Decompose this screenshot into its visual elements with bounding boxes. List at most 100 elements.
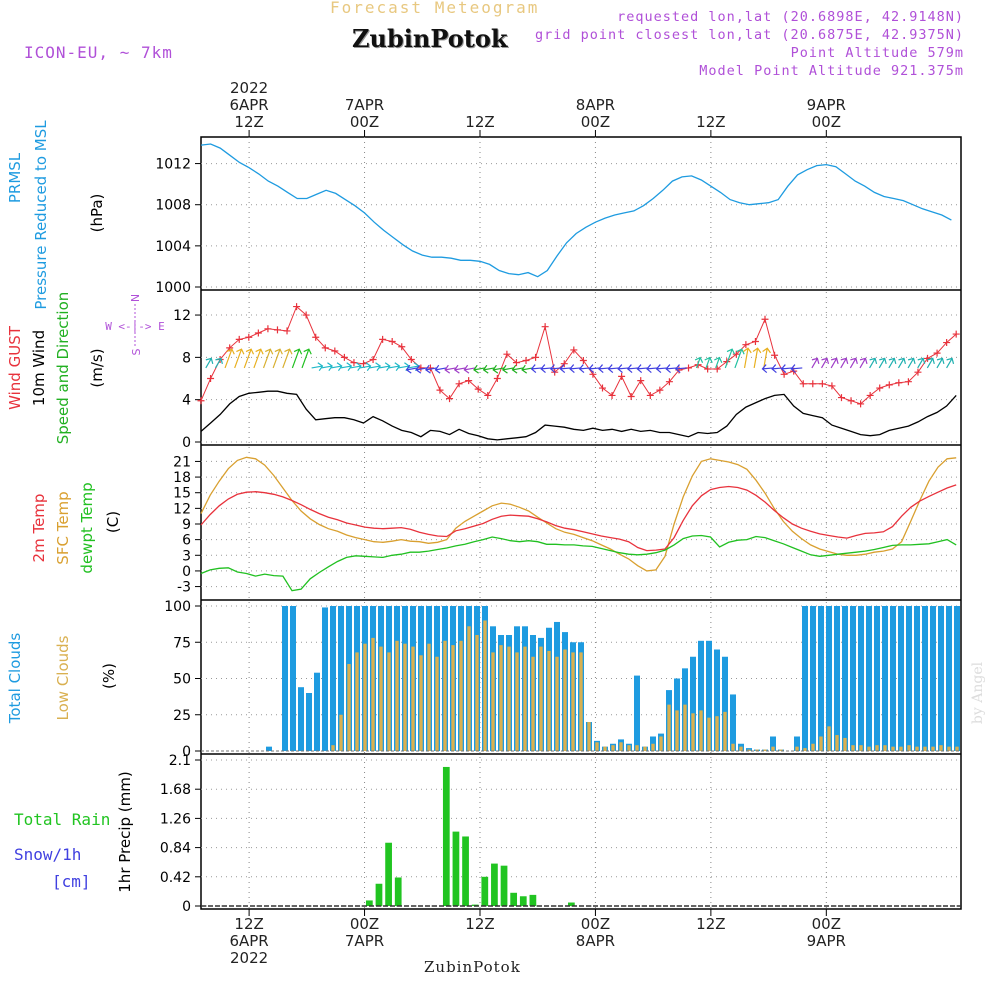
- wind-direction-arrow: [811, 357, 820, 369]
- total-cloud-bar: [842, 606, 848, 751]
- clouds-ytick-label: 50: [173, 672, 191, 688]
- wind-gust-marker: [283, 327, 291, 335]
- low-cloud-bar: [699, 710, 703, 751]
- low-cloud-bar: [803, 748, 807, 751]
- low-cloud-bar: [643, 746, 647, 751]
- total-cloud-bar: [338, 606, 344, 751]
- wind-gust-marker: [646, 391, 654, 399]
- low-cloud-bar: [403, 643, 407, 751]
- low-cloud-bar: [667, 704, 671, 751]
- low-cloud-bar: [443, 640, 447, 751]
- wind-direction-arrow: [675, 364, 687, 373]
- wind-direction-arrow: [840, 357, 849, 369]
- low-cloud-bar: [947, 746, 951, 751]
- low-cloud-bar: [563, 649, 567, 751]
- wind-gust-marker: [637, 377, 645, 385]
- wind-gust-marker: [943, 339, 951, 347]
- wind-gust-marker: [417, 364, 425, 372]
- wind-direction-arrow: [549, 364, 562, 373]
- total-cloud-bar: [770, 736, 776, 751]
- time-label-top: 00Z: [812, 113, 841, 131]
- low-cloud-bar: [363, 643, 367, 751]
- low-cloud-bar: [387, 652, 391, 751]
- wind-direction-arrow: [724, 348, 736, 369]
- wind-direction-arrow: [878, 357, 887, 369]
- wind-direction-arrow: [311, 362, 324, 372]
- wind-speed-line: [200, 390, 957, 441]
- clouds-unit: (%): [100, 663, 118, 689]
- total-cloud-bar: [826, 606, 832, 751]
- total-cloud-bar: [634, 675, 640, 751]
- wind-direction-arrow: [559, 364, 572, 373]
- wind-unit: (m/s): [88, 348, 106, 387]
- wind-gust-marker: [771, 351, 779, 359]
- wind-gust-marker: [809, 380, 817, 388]
- low-cloud-bar: [827, 726, 831, 751]
- wind-direction-arrow: [540, 364, 553, 373]
- temp-ytick-label: 21: [173, 454, 191, 470]
- watermark: by Angel: [970, 661, 986, 724]
- wind-direction-arrow: [917, 357, 926, 369]
- wind-direction-arrow: [869, 357, 878, 369]
- low-cloud-bar: [875, 745, 879, 751]
- wind-direction-arrow: [790, 364, 803, 373]
- wind-direction-arrow: [501, 364, 514, 374]
- wind-gust-marker: [503, 350, 511, 358]
- requested-coords: requested lon,lat (20.6898E, 42.9148N): [617, 9, 964, 25]
- wind-direction-arrow: [830, 357, 839, 369]
- total-cloud-bar: [282, 606, 288, 751]
- low-cloud-bar: [475, 635, 479, 751]
- time-label-bottom: 00Z: [350, 915, 379, 933]
- wind-direction-arrow: [378, 362, 391, 372]
- wind-gust-marker: [837, 394, 845, 402]
- wind-gust-marker: [579, 357, 587, 365]
- low-cloud-bar: [571, 652, 575, 751]
- low-cloud-bar: [795, 746, 799, 751]
- dewpoint-line: [200, 534, 957, 592]
- wind-direction-arrow: [453, 364, 466, 374]
- rain-bar: [568, 902, 575, 906]
- wind-direction-arrow: [607, 364, 620, 373]
- wind-gust-marker: [235, 335, 243, 343]
- wind-direction-arrow: [253, 348, 264, 369]
- low-cloud-bar: [587, 722, 591, 751]
- wind-direction-arrow: [262, 348, 274, 369]
- time-label-bottom: 12Z: [234, 915, 263, 933]
- wind-gust-marker: [484, 391, 492, 399]
- wind-direction-arrow: [205, 357, 214, 369]
- precip-ytick-label: 0.84: [160, 841, 191, 857]
- wind-direction-label: Speed and Direction: [54, 292, 72, 445]
- wind-gust-marker: [302, 311, 310, 319]
- low-cloud-bar: [843, 737, 847, 751]
- time-label-top: 00Z: [581, 113, 610, 131]
- wind-direction-arrow: [714, 356, 723, 369]
- low-cloud-bar: [459, 640, 463, 751]
- rain-bar: [510, 892, 518, 906]
- total-cloud-bar: [730, 694, 736, 751]
- total-cloud-bar: [858, 606, 864, 751]
- wind-gust-marker: [828, 382, 836, 390]
- dewpoint-label: dewpt Temp: [78, 482, 96, 573]
- wind-direction-arrow: [897, 357, 907, 369]
- clouds-ytick-label: 25: [173, 708, 191, 724]
- wind-gust-marker: [876, 384, 884, 392]
- wind-gust-marker: [904, 378, 912, 386]
- total-cloud-bar: [938, 606, 944, 751]
- low-cloud-bar: [955, 746, 959, 751]
- time-label-top: 9APR: [807, 96, 846, 114]
- rain-label: Total Rain: [14, 810, 110, 829]
- temp-ytick-label: 6: [182, 533, 191, 549]
- wind-gust-marker: [857, 400, 865, 408]
- wind-direction-arrow: [530, 364, 543, 373]
- wind-gust-marker: [207, 375, 215, 383]
- low-cloud-bar: [539, 646, 543, 751]
- wind-gust-marker: [914, 368, 922, 376]
- total-cloud-bar: [306, 693, 312, 751]
- wind-gust-marker: [751, 337, 759, 345]
- wind-gust-marker: [541, 323, 549, 331]
- low-cloud-bar: [763, 749, 767, 751]
- wind-direction-arrow: [936, 357, 945, 369]
- wind-gust-marker: [388, 337, 396, 345]
- wind-gust-marker: [713, 365, 721, 373]
- wind-gust-marker: [847, 397, 855, 405]
